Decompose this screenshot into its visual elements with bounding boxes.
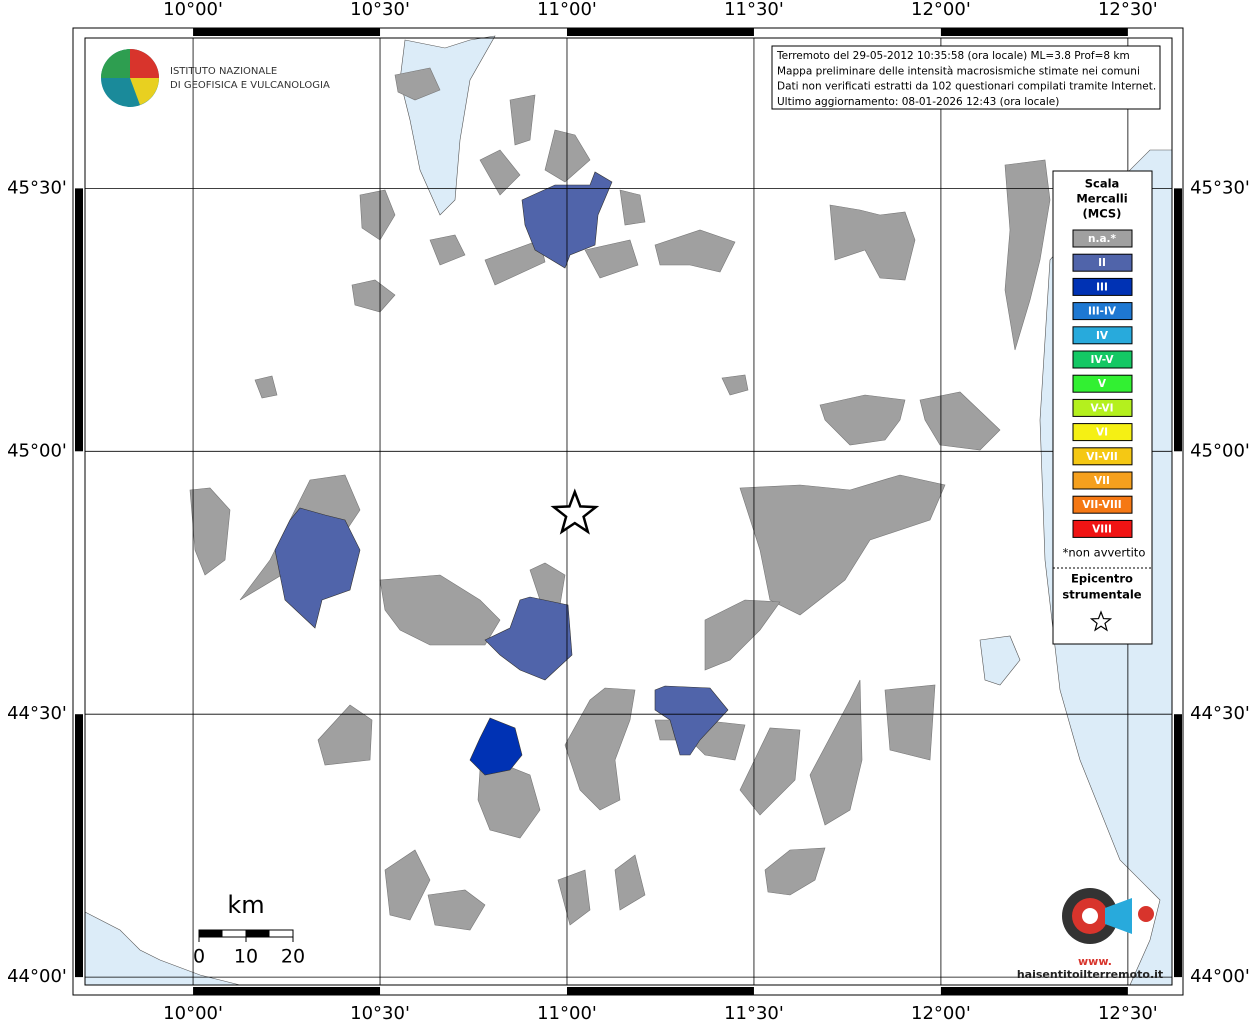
brand-text: haisentitoilterremoto.it — [1017, 968, 1163, 981]
lat-label: 45°00' — [1190, 440, 1250, 461]
lon-label: 12°00' — [911, 0, 971, 20]
municipalities — [189, 67, 1051, 931]
frame-bar — [1174, 714, 1182, 978]
frame-bar — [75, 714, 83, 978]
legend-label: IV-V — [1091, 354, 1115, 366]
brand: www. haisentitoilterremoto.it — [1017, 888, 1163, 981]
scale-tick-label: 0 — [193, 946, 205, 968]
legend-swatch — [1072, 519, 1133, 538]
legend-swatch — [1072, 423, 1133, 442]
frame-bar — [1174, 188, 1182, 452]
logo: ISTITUTO NAZIONALE DI GEOFISICA E VULCAN… — [101, 49, 330, 107]
frame-bar — [940, 28, 1128, 36]
legend-label: VII — [1094, 475, 1110, 487]
lon-label: 12°30' — [1098, 0, 1158, 20]
legend-swatch — [1072, 277, 1133, 296]
legend-label: VIII — [1092, 523, 1112, 535]
legend-swatch — [1072, 447, 1133, 466]
info-line: Mappa preliminare delle intensità macros… — [777, 65, 1140, 77]
legend-note: *non avvertito — [1063, 546, 1146, 560]
lon-label: 10°00' — [163, 0, 223, 20]
logo-text: ISTITUTO NAZIONALE — [170, 66, 277, 77]
lon-label: 12°00' — [911, 1003, 971, 1024]
frame-bar — [75, 188, 83, 452]
frame-bar — [940, 987, 1128, 995]
legend-swatch — [1072, 374, 1133, 393]
legend-label: II — [1098, 257, 1106, 269]
scale-tick-label: 10 — [234, 946, 258, 968]
scale-tick-label: 20 — [281, 946, 305, 968]
info-line: Ultimo aggiornamento: 08-01-2026 12:43 (… — [777, 96, 1059, 108]
legend-label: VI — [1096, 427, 1108, 439]
legend-epicenter-title: Epicentro — [1071, 572, 1133, 586]
legend-label: VII-VIII — [1082, 499, 1121, 511]
epicenter — [550, 488, 600, 535]
legend-label: III-IV — [1088, 306, 1117, 318]
legend-swatch — [1072, 326, 1133, 345]
legend-swatch — [1072, 495, 1133, 514]
lat-label: 44°00' — [7, 966, 67, 987]
legend-label: III — [1096, 281, 1108, 293]
logo-text: DI GEOFISICA E VULCANOLOGIA — [170, 80, 330, 91]
lon-label: 10°30' — [350, 1003, 410, 1024]
lon-label: 10°30' — [350, 0, 410, 20]
legend-epicenter-title: strumentale — [1062, 588, 1141, 602]
legend-label: V — [1098, 378, 1107, 390]
info-line: Terremoto del 29-05-2012 10:35:58 (ora l… — [776, 50, 1130, 62]
lat-label: 44°30' — [7, 703, 67, 724]
legend-epicenter-symbol — [1089, 610, 1113, 632]
legend-title: (MCS) — [1083, 207, 1122, 221]
legend: ScalaMercalli(MCS)n.a.*IIIIIIII-IVIVIV-V… — [1052, 170, 1153, 645]
lon-label: 11°00' — [537, 0, 597, 20]
frame-bar — [566, 28, 754, 36]
legend-title: Scala — [1085, 177, 1120, 191]
lat-label: 45°30' — [7, 177, 67, 198]
info-box — [771, 45, 1161, 110]
legend-label: VI-VII — [1086, 451, 1118, 463]
legend-label: V-VI — [1091, 402, 1114, 414]
legend-swatch — [1072, 302, 1133, 321]
legend-swatch — [1072, 398, 1133, 417]
frame-bar — [193, 987, 381, 995]
info-line: Dati non verificati estratti da 102 ques… — [777, 81, 1156, 93]
scale-bar: km 0 10 20 — [193, 891, 305, 968]
lon-label: 11°30' — [724, 0, 784, 20]
lat-label: 44°30' — [1190, 703, 1250, 724]
lon-label: 10°00' — [163, 1003, 223, 1024]
scale-bar-segment — [246, 930, 270, 937]
graticule: 10°00' 10°00' 10°30' 10°30' 11°00' 11°00' 11°3… — [7, 0, 1250, 1024]
inner-frame — [84, 37, 1173, 986]
lat-label: 44°00' — [1190, 966, 1250, 987]
scale-unit: km — [227, 891, 264, 919]
scale-bar-segment — [199, 930, 223, 937]
legend-swatch — [1072, 253, 1133, 272]
lat-label: 45°30' — [1190, 177, 1250, 198]
legend-label: IV — [1096, 330, 1109, 342]
legend-swatch — [1072, 471, 1133, 490]
lon-label: 12°30' — [1098, 1003, 1158, 1024]
legend-swatch — [1072, 229, 1133, 248]
lon-label: 11°30' — [724, 1003, 784, 1024]
frame — [72, 27, 1184, 996]
lon-label: 11°00' — [537, 1003, 597, 1024]
legend-title: Mercalli — [1076, 192, 1127, 206]
legend-swatch — [1072, 350, 1133, 369]
frame-bar — [193, 28, 381, 36]
lat-label: 45°00' — [7, 440, 67, 461]
legend-label: n.a.* — [1088, 233, 1117, 245]
brand-prefix: www. — [1078, 955, 1112, 968]
frame-bar — [566, 987, 754, 995]
